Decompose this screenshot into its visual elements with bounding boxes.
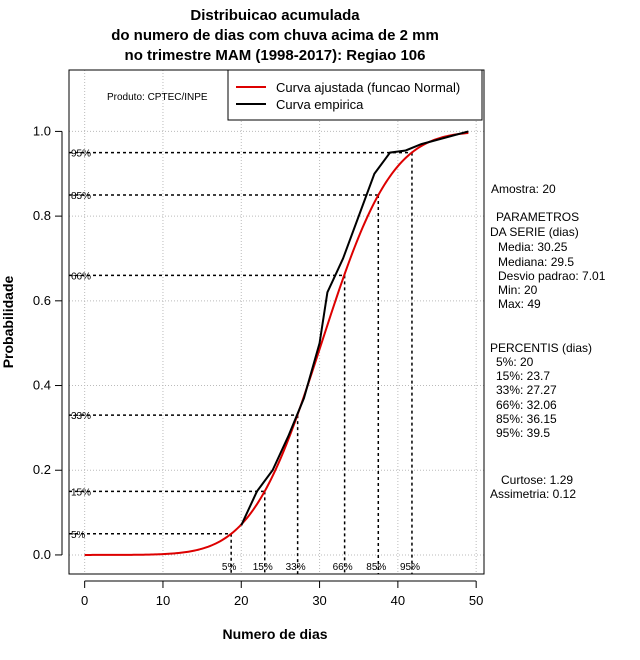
percentile-x-label-2: 33% xyxy=(286,562,306,573)
percentile-x-label-5: 95% xyxy=(400,562,420,573)
percentile-x-label-1: 15% xyxy=(253,562,273,573)
x-tick-label-0: 0 xyxy=(81,593,88,608)
stat-skewness: Assimetria: 0.12 xyxy=(490,487,576,501)
parameters-heading-1: PARAMETROS xyxy=(496,210,579,224)
y-tick-label-5: 1.0 xyxy=(33,123,51,138)
series-lines xyxy=(84,130,469,556)
legend-box xyxy=(227,69,483,121)
y-tick-label-0: 0.0 xyxy=(33,547,51,562)
x-axis-title: Numero de dias xyxy=(222,626,327,642)
legend-label-fitted: Curva ajustada (funcao Normal) xyxy=(276,80,460,95)
percentile-y-label-5: 95% xyxy=(71,149,91,160)
x-tick-label-50: 50 xyxy=(469,593,483,608)
chart-title-line-2: do numero de dias com chuva acima de 2 m… xyxy=(111,27,439,44)
y-axis-title: Probabilidade xyxy=(0,276,16,369)
stat-max: Max: 49 xyxy=(498,297,541,311)
empirical-curve xyxy=(240,130,469,526)
percentile-33: 33%: 27.27 xyxy=(496,383,557,397)
sample-size: Amostra: 20 xyxy=(491,182,556,196)
percentile-66: 66%: 32.06 xyxy=(496,398,557,412)
percentile-y-label-3: 66% xyxy=(71,271,91,282)
y-tick-label-2: 0.4 xyxy=(33,378,51,393)
y-axis: 0.0 0.2 0.4 0.6 0.8 1.0 xyxy=(33,123,63,562)
percentiles-heading: PERCENTIS (dias) xyxy=(490,341,592,355)
y-tick-label-3: 0.6 xyxy=(33,293,51,308)
legend: Curva ajustada (funcao Normal) Curva emp… xyxy=(227,69,483,121)
stat-min: Min: 20 xyxy=(498,283,538,297)
y-tick-label-4: 0.8 xyxy=(33,208,51,223)
percentile-85: 85%: 36.15 xyxy=(496,412,557,426)
percentile-y-label-0: 5% xyxy=(71,530,86,541)
chart-title-line-3: no trimestre MAM (1998-2017): Regiao 106 xyxy=(125,47,426,64)
fitted-normal-curve xyxy=(84,132,469,556)
percentile-y-label-1: 15% xyxy=(71,487,91,498)
x-tick-label-30: 30 xyxy=(312,593,326,608)
percentile-y-label-2: 33% xyxy=(71,411,91,422)
percentile-95: 95%: 39.5 xyxy=(496,426,550,440)
chart-title-line-1: Distribuicao acumulada xyxy=(190,7,360,24)
percentile-x-label-4: 85% xyxy=(366,562,386,573)
x-tick-label-10: 10 xyxy=(156,593,170,608)
x-tick-label-40: 40 xyxy=(391,593,405,608)
stat-kurtosis: Curtose: 1.29 xyxy=(501,473,573,487)
percentile-5: 5%: 20 xyxy=(496,355,534,369)
parameters-heading-2: DA SERIE (dias) xyxy=(490,225,579,239)
grid-lines xyxy=(69,70,484,574)
percentile-x-label-3: 66% xyxy=(333,562,353,573)
percentile-labels: 5% 5% 15% 15% 33% 33% 66% 66% 85% 85% 95% 95% xyxy=(71,149,420,573)
percentile-x-label-0: 5% xyxy=(222,562,237,573)
y-tick-label-1: 0.2 xyxy=(33,462,51,477)
stat-median: Mediana: 29.5 xyxy=(498,255,574,269)
x-tick-label-20: 20 xyxy=(234,593,248,608)
percentile-y-label-4: 85% xyxy=(71,191,91,202)
x-axis: 0 10 20 30 40 50 xyxy=(81,580,483,608)
percentile-15: 15%: 23.7 xyxy=(496,369,550,383)
legend-label-empirical: Curva empirica xyxy=(276,97,364,112)
statistics-panel: Amostra: 20 PARAMETROS DA SERIE (dias) M… xyxy=(490,182,606,501)
stat-mean: Media: 30.25 xyxy=(498,240,568,254)
producer-label: Produto: CPTEC/INPE xyxy=(107,92,208,103)
stat-std-dev: Desvio padrao: 7.01 xyxy=(498,269,606,283)
percentile-reference-lines xyxy=(69,151,413,574)
